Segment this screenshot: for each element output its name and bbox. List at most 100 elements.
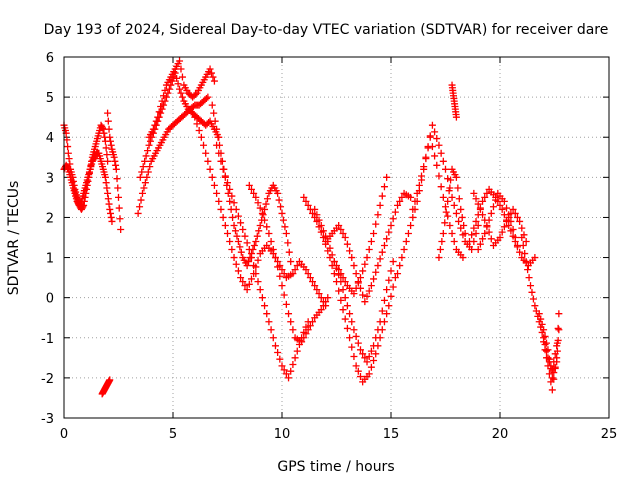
data-point [378, 192, 386, 200]
data-point [289, 326, 297, 334]
data-point [245, 246, 253, 254]
data-point [309, 278, 317, 286]
data-point [107, 141, 115, 149]
data-point [433, 161, 441, 169]
data-point [152, 117, 160, 125]
data-point [339, 286, 347, 294]
data-point [446, 221, 454, 229]
data-point [317, 294, 325, 302]
data-point [496, 201, 504, 209]
data-point [191, 113, 199, 121]
chart-title: Day 193 of 2024, Sidereal Day-to-day VTE… [44, 22, 609, 38]
data-point [354, 279, 362, 287]
data-point [474, 221, 482, 229]
data-point [400, 246, 408, 254]
data-point [237, 248, 245, 256]
data-point [365, 287, 373, 295]
data-point [146, 137, 154, 145]
data-point [104, 117, 112, 125]
data-point [389, 283, 397, 291]
data-point [479, 211, 487, 219]
data-point [361, 298, 369, 306]
data-point [402, 238, 410, 246]
data-point [322, 298, 330, 306]
data-point [472, 195, 480, 203]
data-point [293, 347, 301, 355]
data-point [315, 216, 323, 224]
data-point [550, 375, 558, 383]
data-point [313, 211, 321, 219]
data-point [103, 184, 111, 192]
data-point [476, 205, 484, 213]
data-point [553, 354, 561, 362]
data-point [99, 124, 107, 132]
data-point [376, 255, 384, 263]
data-point [267, 238, 275, 246]
data-point [350, 326, 358, 334]
data-point [509, 225, 517, 233]
data-point [422, 153, 430, 161]
data-point [339, 306, 347, 314]
data-point [343, 324, 351, 332]
data-point [202, 94, 210, 102]
data-point [522, 238, 530, 246]
data-point [243, 262, 251, 270]
data-point [543, 354, 551, 362]
data-point [136, 173, 144, 181]
data-point [374, 211, 382, 219]
data-point [149, 125, 157, 133]
data-point [256, 286, 264, 294]
data-point [176, 57, 184, 65]
data-point [538, 320, 546, 328]
data-point [138, 168, 146, 176]
data-point [209, 73, 217, 81]
data-point [174, 80, 182, 88]
data-point [407, 193, 415, 201]
data-point [398, 193, 406, 201]
data-point [385, 302, 393, 310]
data-point [210, 77, 218, 85]
data-point [157, 102, 165, 110]
data-point [103, 151, 111, 159]
data-point [372, 220, 380, 228]
data-point [555, 310, 563, 318]
data-point [300, 193, 308, 201]
data-point [437, 183, 445, 191]
data-point [252, 270, 260, 278]
data-point [541, 332, 549, 340]
data-point [445, 187, 453, 195]
data-point [439, 229, 447, 237]
data-point [237, 274, 245, 282]
data-point [282, 370, 290, 378]
data-point [142, 152, 150, 160]
data-point [230, 254, 238, 262]
data-point [228, 192, 236, 200]
data-point [540, 338, 548, 346]
data-point [404, 229, 412, 237]
data-point [291, 266, 299, 274]
y-tick-label: -2 [41, 372, 54, 387]
data-point [476, 240, 484, 248]
data-point [387, 292, 395, 300]
data-point [479, 235, 487, 243]
data-point [178, 93, 186, 101]
data-point [285, 248, 293, 256]
data-point [489, 203, 497, 211]
data-point [361, 354, 369, 362]
data-point [284, 239, 292, 247]
data-point [505, 221, 513, 229]
data-point [213, 125, 221, 133]
y-tick-label: 2 [46, 211, 54, 226]
data-point [155, 108, 163, 116]
data-point [346, 310, 354, 318]
data-point [278, 209, 286, 217]
x-tick-label: 15 [383, 427, 400, 442]
data-point [200, 141, 208, 149]
data-point [481, 229, 489, 237]
data-point [253, 232, 261, 240]
data-point [208, 173, 216, 181]
data-point [247, 185, 255, 193]
data-point [378, 248, 386, 256]
data-point [219, 213, 227, 221]
data-point [101, 173, 109, 181]
